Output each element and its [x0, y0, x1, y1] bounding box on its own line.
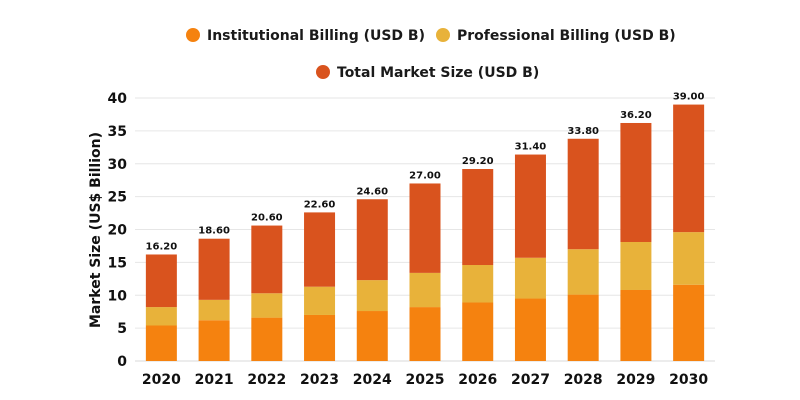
bar-segment-1-2020	[145, 325, 177, 361]
x-tick-label-2024: 2024	[353, 372, 392, 388]
y-tick-label: 30	[108, 157, 128, 173]
bar-segment-2-2020	[145, 307, 177, 326]
bar-segment-3-2029	[620, 122, 652, 242]
legend: Institutional Billing (USD B) Professiona…	[186, 28, 676, 81]
total-label-2025: 27.00	[409, 170, 441, 181]
bar-segment-3-2027	[514, 154, 546, 258]
total-label-2020: 16.20	[146, 241, 178, 252]
x-tick-label-2025: 2025	[406, 372, 445, 388]
bar-segment-1-2026	[462, 302, 494, 361]
x-tick-label-2029: 2029	[616, 372, 655, 388]
bar-segment-1-2024	[356, 311, 388, 361]
y-tick-label: 10	[108, 288, 128, 304]
legend-marker-3	[316, 65, 330, 79]
bar-segment-3-2025	[409, 183, 441, 273]
y-tick-label: 0	[117, 354, 127, 370]
bar-segment-2-2023	[304, 286, 336, 315]
bar-segment-1-2021	[198, 320, 230, 361]
x-tick-label-2027: 2027	[511, 372, 550, 388]
x-tick-label-2021: 2021	[195, 372, 234, 388]
total-label-2027: 31.40	[515, 142, 547, 153]
bar-segment-1-2022	[251, 317, 283, 361]
bar-segment-2-2024	[356, 280, 388, 312]
bar-segment-2-2030	[673, 232, 705, 285]
x-tick-label-2026: 2026	[458, 372, 497, 388]
bar-segment-3-2026	[462, 169, 494, 266]
legend-label-1: Institutional Billing (USD B)	[207, 28, 425, 44]
y-tick-label: 15	[108, 255, 127, 271]
total-label-2028: 33.80	[567, 126, 599, 137]
y-tick-label: 40	[108, 91, 128, 107]
bar-segment-3-2028	[567, 138, 599, 250]
bar-segment-2-2029	[620, 241, 652, 290]
bars: 16.20 18.60 20.60 22.60 24.60 27.00 29.20 31.40…	[145, 92, 705, 361]
total-label-2021: 18.60	[198, 226, 230, 237]
bar-segment-1-2025	[409, 307, 441, 361]
x-tick-label-2022: 2022	[247, 372, 286, 388]
bar-segment-1-2028	[567, 294, 599, 361]
legend-label-2: Professional Billing (USD B)	[457, 28, 676, 44]
bar-segment-2-2026	[462, 265, 494, 303]
y-tick-label: 25	[108, 190, 127, 206]
bar-segment-1-2023	[304, 314, 336, 361]
bar-segment-3-2022	[251, 225, 283, 294]
x-tick-label-2020: 2020	[142, 372, 181, 388]
total-label-2024: 24.60	[356, 186, 388, 197]
bar-segment-3-2024	[356, 199, 388, 281]
total-label-2026: 29.20	[462, 156, 494, 167]
bar-segment-1-2029	[620, 289, 652, 361]
y-tick-label: 5	[117, 321, 127, 337]
bar-segment-1-2030	[673, 284, 705, 361]
bar-segment-2-2022	[251, 293, 283, 318]
bar-segment-2-2021	[198, 299, 230, 321]
y-tick-label: 35	[108, 124, 127, 140]
total-label-2023: 22.60	[304, 199, 336, 210]
total-label-2030: 39.00	[673, 92, 705, 103]
bar-segment-2-2027	[514, 257, 546, 299]
total-label-2022: 20.60	[251, 213, 283, 224]
y-axis: 0 5 10 15 20 25 30 35 40	[108, 91, 128, 370]
bar-segment-3-2021	[198, 238, 230, 300]
x-tick-label-2023: 2023	[300, 372, 339, 388]
bar-segment-3-2023	[304, 212, 336, 287]
x-tick-label-2028: 2028	[564, 372, 603, 388]
bar-segment-2-2025	[409, 272, 441, 308]
y-tick-label: 20	[108, 223, 128, 239]
bar-segment-3-2020	[145, 254, 177, 308]
bar-segment-2-2028	[567, 249, 599, 295]
y-axis-label: Market Size (US$ Billion)	[88, 132, 104, 328]
legend-marker-2	[436, 28, 450, 42]
x-axis: 2020 2021 2022 2023 2024 2025 2026 2027 2028 2029…	[142, 372, 708, 388]
legend-marker-1	[186, 28, 200, 42]
bar-segment-3-2030	[673, 104, 705, 233]
total-label-2029: 36.20	[620, 110, 652, 121]
x-tick-label-2030: 2030	[669, 372, 708, 388]
bar-segment-1-2027	[514, 298, 546, 361]
legend-label-3: Total Market Size (USD B)	[337, 65, 539, 81]
